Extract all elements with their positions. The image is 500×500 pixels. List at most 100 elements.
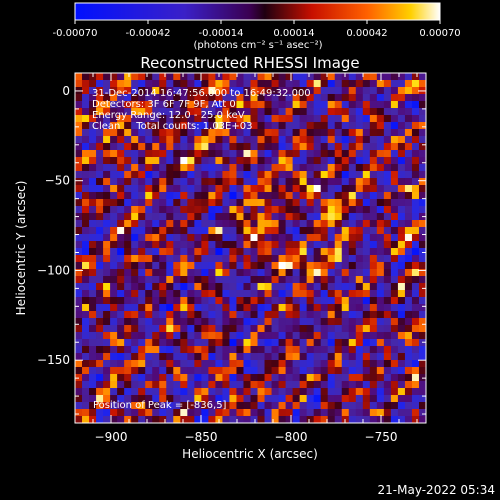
heatmap-cell [75, 311, 83, 319]
heatmap-cell [348, 409, 357, 417]
heatmap-cell [334, 164, 343, 172]
heatmap-cell [369, 234, 378, 242]
heatmap-cell [257, 234, 266, 242]
heatmap-cell [411, 367, 420, 375]
heatmap-cell [145, 122, 153, 130]
heatmap-cell [110, 283, 118, 291]
heatmap-cell [208, 402, 216, 410]
heatmap-cell [173, 80, 181, 88]
heatmap-cell [89, 108, 97, 116]
heatmap-cell [194, 276, 202, 284]
heatmap-cell [355, 178, 364, 186]
heatmap-cell [376, 101, 385, 109]
heatmap-cell [145, 269, 153, 277]
heatmap-cell [110, 227, 118, 235]
heatmap-cell [75, 94, 83, 102]
heatmap-cell [103, 367, 111, 375]
heatmap-cell [369, 276, 378, 284]
heatmap-cell [250, 388, 259, 396]
heatmap-cell [103, 304, 111, 312]
heatmap-cell [215, 255, 223, 263]
heatmap-cell [397, 318, 406, 326]
heatmap-cell [243, 409, 251, 417]
heatmap-cell [89, 388, 97, 396]
heatmap-cell [243, 129, 251, 137]
heatmap-cell [390, 136, 399, 144]
heatmap-cell [82, 115, 90, 123]
heatmap-cell [243, 388, 251, 396]
heatmap-cell [411, 206, 420, 214]
heatmap-cell [173, 409, 181, 417]
heatmap-cell [278, 157, 287, 165]
heatmap-cell [285, 255, 294, 263]
heatmap-cell [229, 374, 237, 382]
heatmap-cell [75, 318, 83, 326]
heatmap-cell [271, 374, 280, 382]
heatmap-cell [383, 101, 392, 109]
heatmap-cell [250, 262, 259, 270]
heatmap-cell [348, 80, 357, 88]
heatmap-cell [348, 388, 357, 396]
heatmap-cell [292, 171, 301, 179]
heatmap-cell [243, 416, 251, 423]
heatmap-cell [327, 381, 336, 389]
heatmap-cell [376, 262, 385, 270]
heatmap-cell [131, 416, 139, 423]
heatmap-cell [96, 409, 104, 417]
heatmap-cell [264, 269, 273, 277]
heatmap-cell [278, 248, 287, 256]
heatmap-cell [215, 318, 223, 326]
heatmap-cell [271, 255, 280, 263]
heatmap-cell [334, 185, 343, 193]
heatmap-cell [383, 269, 392, 277]
heatmap-cell [376, 220, 385, 228]
heatmap-cell [383, 395, 392, 403]
heatmap-cell [194, 101, 202, 109]
heatmap-cell [362, 318, 371, 326]
heatmap-cell [124, 353, 132, 361]
colorbar-tick-label: -0.00014 [199, 28, 244, 39]
heatmap-cell [173, 241, 181, 249]
heatmap-cell [236, 213, 244, 221]
heatmap-cell [117, 381, 125, 389]
heatmap-cell [362, 304, 371, 312]
heatmap-cell [285, 150, 294, 158]
heatmap-cell [89, 304, 97, 312]
heatmap-cell [159, 332, 167, 340]
heatmap-cell [390, 87, 399, 95]
heatmap-cell [243, 101, 251, 109]
heatmap-cell [292, 360, 301, 368]
heatmap-cell [250, 339, 259, 347]
heatmap-cell [166, 115, 174, 123]
heatmap-cell [404, 185, 413, 193]
heatmap-cell [222, 129, 230, 137]
heatmap-cell [75, 325, 83, 333]
heatmap-cell [341, 108, 350, 116]
heatmap-cell [397, 339, 406, 347]
heatmap-cell [82, 304, 90, 312]
heatmap-cell [75, 199, 83, 207]
heatmap-cell [418, 73, 426, 81]
heatmap-cell [397, 171, 406, 179]
heatmap-cell [180, 304, 188, 312]
heatmap-cell [257, 227, 266, 235]
heatmap-cell [117, 290, 125, 298]
heatmap-cell [222, 311, 230, 319]
heatmap-cell [180, 262, 188, 270]
heatmap-cell [341, 234, 350, 242]
heatmap-cell [404, 94, 413, 102]
heatmap-cell [404, 346, 413, 354]
heatmap-cell [138, 353, 146, 361]
heatmap-cell [299, 115, 308, 123]
heatmap-cell [271, 395, 280, 403]
heatmap-cell [173, 94, 181, 102]
heatmap-cell [285, 241, 294, 249]
heatmap-cell [376, 402, 385, 410]
heatmap-cell [376, 213, 385, 221]
heatmap-cell [250, 402, 259, 410]
heatmap-cell [159, 311, 167, 319]
heatmap-cell [173, 255, 181, 263]
heatmap-cell [117, 332, 125, 340]
heatmap-cell [131, 157, 139, 165]
heatmap-cell [299, 332, 308, 340]
